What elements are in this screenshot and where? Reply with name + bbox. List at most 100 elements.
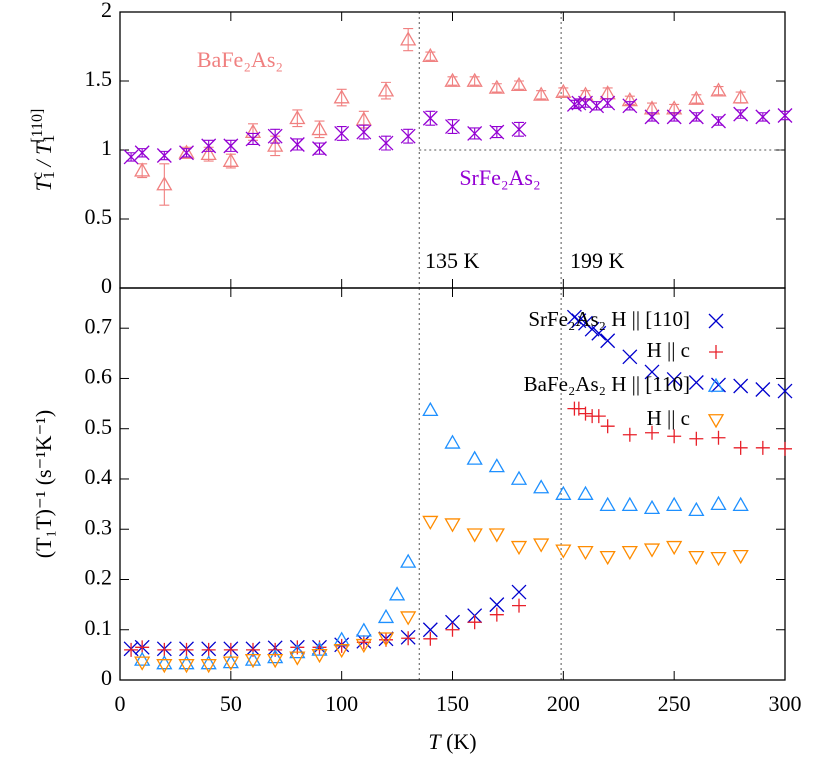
y-axis-label-part: 1 <box>41 171 58 179</box>
data-point <box>711 113 726 129</box>
data-point <box>222 656 239 671</box>
data-point <box>621 545 638 561</box>
error-bar <box>558 87 569 97</box>
data-point <box>466 72 483 87</box>
data-point <box>778 441 792 456</box>
data-point <box>510 540 528 556</box>
data-point <box>732 89 749 104</box>
data-point <box>599 496 616 512</box>
data-point <box>688 109 704 125</box>
data-point <box>600 419 615 434</box>
data-point <box>622 427 637 442</box>
annotation: BaFe₂As₂ <box>197 47 283 72</box>
y-tick-label: 0.3 <box>85 514 113 539</box>
data-point <box>732 549 749 565</box>
data-point <box>377 82 395 97</box>
y-axis-label-part: T <box>31 177 56 191</box>
annotation: 199 K <box>570 248 625 273</box>
data-point <box>755 382 771 397</box>
x-tick-label: 300 <box>769 691 802 716</box>
x-axis-label: T (K) <box>428 729 476 754</box>
data-point <box>688 90 705 105</box>
annotation: SrFe₂As₂ <box>459 165 540 190</box>
data-point <box>645 425 659 440</box>
data-point <box>334 125 350 141</box>
data-point <box>422 401 439 417</box>
data-point <box>423 631 438 646</box>
data-point <box>688 550 705 566</box>
data-point <box>157 642 172 657</box>
data-point <box>689 431 704 446</box>
data-point <box>688 375 704 390</box>
x-tick-label: 150 <box>436 691 469 716</box>
data-point <box>555 544 572 559</box>
y-axis-label-part: c <box>29 172 46 179</box>
data-point <box>200 655 217 670</box>
data-point <box>334 638 349 653</box>
data-point <box>333 89 350 104</box>
error-bar <box>536 90 547 100</box>
legend-label: H || c <box>647 406 690 430</box>
data-point <box>488 528 505 543</box>
legend-symbol <box>707 377 725 392</box>
data-point <box>488 79 505 94</box>
data-point <box>400 553 417 568</box>
data-point <box>466 528 483 543</box>
data-point <box>512 598 526 613</box>
data-point <box>355 638 372 654</box>
data-point <box>444 518 461 533</box>
data-point <box>755 440 770 455</box>
data-point <box>710 82 727 97</box>
data-point <box>422 622 438 638</box>
y-tick-label: 0.4 <box>85 464 113 489</box>
data-point <box>589 98 605 114</box>
data-point <box>178 144 195 159</box>
data-point <box>422 110 438 126</box>
legend-symbol <box>707 414 725 429</box>
data-point <box>134 145 150 161</box>
y-tick-label: 1 <box>101 135 112 160</box>
data-point <box>591 409 606 424</box>
y-tick-label: 0.2 <box>85 565 113 590</box>
error-bar <box>447 76 458 86</box>
data-point <box>356 124 372 140</box>
data-point <box>267 137 284 152</box>
data-point <box>223 138 239 154</box>
x-axis-label-part: (K) <box>441 729 477 754</box>
data-point <box>584 321 600 337</box>
data-point <box>123 149 139 165</box>
data-point <box>577 545 594 561</box>
data-point <box>445 622 460 637</box>
data-point <box>445 119 460 134</box>
plot-frame <box>119 287 786 681</box>
data-point <box>156 176 173 191</box>
y-tick-label: 1.5 <box>85 66 113 91</box>
data-point <box>289 644 306 659</box>
data-point <box>201 642 216 657</box>
data-point <box>666 109 682 125</box>
data-point <box>511 121 527 137</box>
data-point <box>445 614 460 630</box>
data-point <box>156 148 172 163</box>
data-point <box>267 649 284 664</box>
data-point <box>511 584 527 600</box>
data-point <box>311 648 328 664</box>
y-tick-label: 0 <box>101 665 112 690</box>
data-point <box>555 485 572 500</box>
y-axis-label: (T₁T)⁻¹ (s⁻¹K⁻¹) <box>31 410 56 558</box>
error-bar <box>514 80 524 90</box>
y-tick-label: 0.6 <box>85 364 113 389</box>
data-point <box>245 131 261 147</box>
data-point <box>711 430 726 445</box>
data-point <box>289 109 306 125</box>
x-tick-label: 200 <box>547 691 580 716</box>
y-tick-label: 2 <box>101 0 112 22</box>
y-tick-label: 0.7 <box>85 313 113 338</box>
data-point <box>355 622 372 637</box>
data-point <box>710 551 727 567</box>
x-tick-label: 0 <box>115 691 126 716</box>
data-point <box>510 76 528 92</box>
data-point <box>422 47 439 63</box>
x-tick-label: 100 <box>325 691 358 716</box>
